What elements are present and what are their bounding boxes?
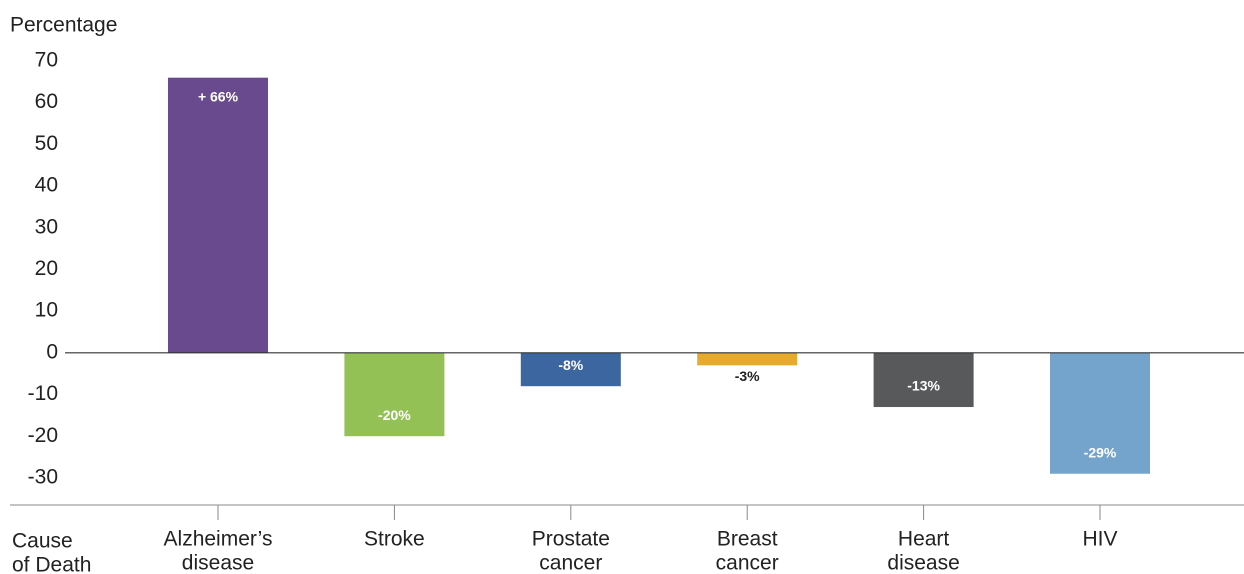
y-tick-label: 20 — [35, 257, 58, 280]
x-tick-label: cancer — [716, 552, 779, 574]
value-label: -3% — [735, 368, 760, 384]
y-tick-label: 60 — [35, 90, 58, 113]
bar — [697, 352, 798, 366]
value-label: -8% — [558, 357, 583, 373]
value-label: -20% — [378, 407, 411, 423]
y-tick-label: 40 — [35, 174, 58, 197]
bar — [1050, 352, 1150, 474]
x-tick-label: Prostate — [532, 528, 610, 551]
y-axis-label: Percentage — [10, 14, 117, 37]
value-label: -13% — [907, 378, 940, 394]
x-tick-label: Heart — [898, 528, 950, 551]
y-tick-label: 50 — [35, 132, 58, 155]
x-axis-label: of Death — [12, 554, 91, 574]
y-tick-label: -20 — [28, 424, 58, 447]
y-tick-label: 30 — [35, 215, 58, 238]
x-tick-label: cancer — [539, 552, 602, 574]
x-tick-label: HIV — [1082, 528, 1117, 551]
y-tick-label: 10 — [35, 299, 58, 322]
x-tick-label: Breast — [717, 528, 778, 551]
x-axis-label: Cause — [12, 530, 73, 553]
y-tick-label: -30 — [28, 465, 58, 488]
y-tick-label: -10 — [28, 382, 58, 405]
value-label: -29% — [1084, 444, 1117, 460]
x-tick-label: disease — [182, 552, 254, 574]
y-tick-label: 70 — [35, 49, 58, 72]
bar — [520, 352, 621, 387]
x-tick-label: Alzheimer’s — [164, 528, 273, 551]
x-tick-label: Stroke — [364, 528, 425, 551]
value-label: + 66% — [198, 88, 239, 104]
bar — [168, 77, 268, 353]
bar — [873, 352, 974, 408]
y-tick-label: 0 — [46, 340, 58, 363]
x-tick-label: disease — [887, 552, 959, 574]
bar — [344, 352, 445, 437]
